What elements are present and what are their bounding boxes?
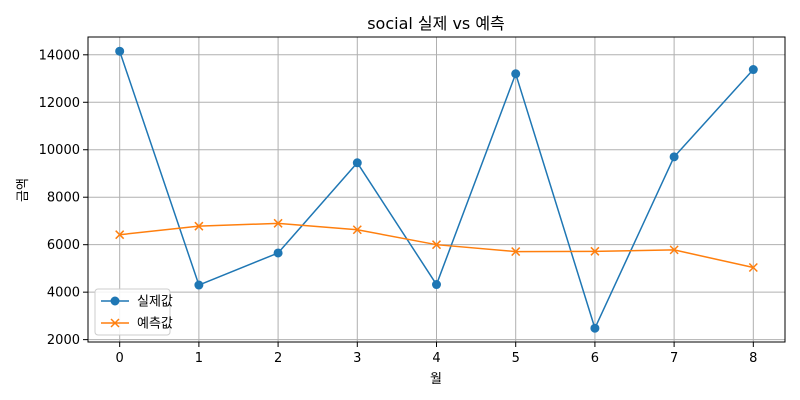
axis-ticks: 0 1 2 3 4 5 6 7 8 2000 4000 6000 8000 10000 12000 14000 — [39, 48, 758, 366]
legend-label: 실제값 — [137, 295, 173, 310]
y-tick-label: 14000 — [39, 48, 80, 63]
x-tick-label: 4 — [432, 351, 440, 366]
data-point — [748, 262, 758, 273]
x-tick-label: 2 — [274, 351, 282, 366]
marker-stroke — [748, 262, 758, 273]
data-point — [352, 225, 362, 235]
data-point — [432, 280, 441, 290]
data-point — [273, 248, 283, 258]
marker-stroke — [590, 246, 600, 256]
chart-title: social 실제 vs 예측 — [367, 14, 505, 33]
x-tick-label: 0 — [116, 351, 124, 366]
y-tick-label: 10000 — [39, 143, 80, 158]
data-point — [194, 280, 204, 290]
y-tick-label: 6000 — [47, 238, 80, 253]
marker-stroke — [110, 318, 120, 328]
y-tick-label: 2000 — [47, 333, 80, 348]
data-point — [194, 221, 204, 231]
legend-item: 예측값 — [101, 317, 173, 332]
data-point — [590, 323, 600, 333]
marker-stroke — [352, 225, 362, 235]
data-point — [511, 247, 521, 257]
marker-stroke — [115, 230, 125, 240]
legend-marker — [110, 318, 120, 328]
data-point — [115, 230, 125, 240]
y-tick-label: 12000 — [39, 96, 80, 111]
x-tick-label: 1 — [195, 351, 203, 366]
data-point — [748, 65, 758, 75]
y-tick-label: 8000 — [47, 191, 80, 206]
marker-stroke — [431, 240, 442, 250]
series-layer — [115, 46, 758, 333]
series-2 — [115, 218, 758, 273]
x-tick-label: 7 — [670, 351, 678, 366]
data-point — [352, 158, 362, 168]
x-tick-label: 6 — [591, 351, 599, 366]
x-tick-label: 5 — [512, 351, 520, 366]
data-point — [669, 245, 679, 255]
legend-item: 실제값 — [101, 295, 173, 310]
marker-stroke — [194, 221, 204, 231]
data-point — [115, 46, 125, 56]
data-point — [669, 152, 679, 162]
y-axis-label: 금액 — [16, 178, 31, 202]
data-point — [273, 218, 283, 228]
marker-stroke — [273, 218, 283, 228]
legend-marker — [110, 296, 120, 306]
series-1 — [115, 46, 758, 333]
legend-label: 예측값 — [137, 317, 173, 332]
x-tick-label: 8 — [749, 351, 757, 366]
data-point — [431, 240, 442, 250]
marker-stroke — [669, 245, 679, 255]
marker-stroke — [511, 247, 521, 257]
grid-lines — [88, 37, 785, 342]
data-point — [590, 246, 600, 256]
y-tick-label: 4000 — [47, 286, 80, 301]
data-point — [511, 69, 521, 79]
x-tick-label: 3 — [353, 351, 361, 366]
x-axis-label: 월 — [430, 372, 442, 387]
